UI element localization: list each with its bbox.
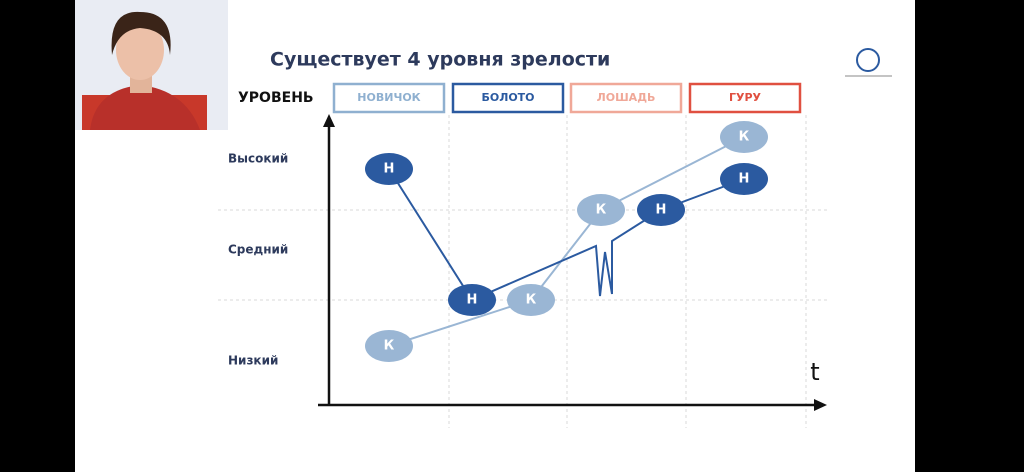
- column-header: ГУРУ: [729, 91, 762, 104]
- webcam: [75, 0, 228, 130]
- nodes: Н Н Н Н К К К К: [365, 121, 768, 362]
- column-box: [688, 82, 802, 114]
- column-box: [451, 82, 565, 114]
- column-header: БОЛОТО: [481, 91, 534, 104]
- level-label: УРОВЕНЬ: [238, 90, 314, 106]
- grid: [218, 115, 828, 428]
- row-label: Высокий: [228, 152, 288, 166]
- light-path: [388, 136, 745, 347]
- node-label: К: [739, 130, 750, 145]
- column-header: ЛОШАДЬ: [597, 91, 656, 104]
- node-label: К: [526, 293, 537, 308]
- axes: [318, 114, 827, 411]
- axis-label: t: [810, 358, 819, 386]
- node-label: Н: [467, 293, 478, 308]
- column-box: [332, 82, 446, 114]
- node-label: Н: [739, 172, 750, 187]
- node-label: К: [384, 339, 395, 354]
- node-label: Н: [656, 203, 667, 218]
- row-label: Средний: [228, 243, 288, 257]
- logo: [845, 48, 892, 77]
- node-label: Н: [384, 162, 395, 177]
- column-header: НОВИЧОК: [357, 91, 420, 104]
- column-box: [569, 82, 683, 114]
- title: Существует 4 уровня зрелости: [270, 49, 610, 71]
- row-label: Низкий: [228, 354, 278, 368]
- node-label: К: [596, 203, 607, 218]
